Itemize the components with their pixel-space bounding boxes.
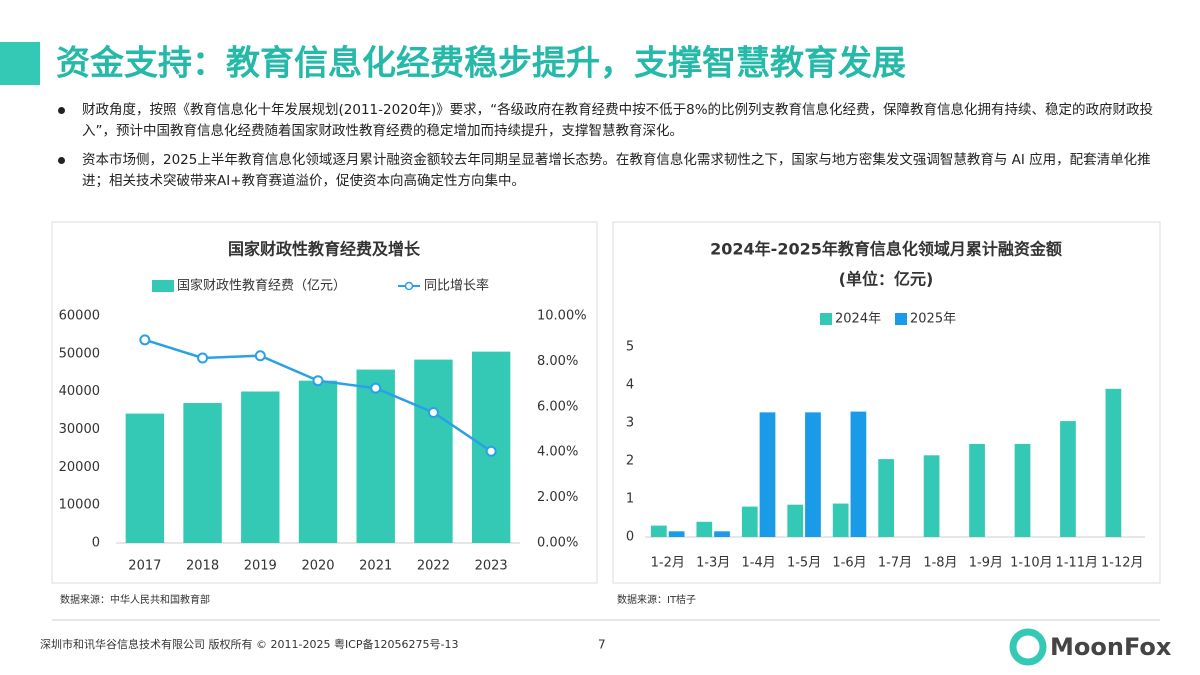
- x-tick-label: 2021: [359, 559, 392, 574]
- line-marker: [312, 375, 324, 387]
- source-note: 数据来源：IT桔子: [617, 593, 696, 606]
- y-tick-label: 4: [626, 378, 634, 393]
- x-tick-label: 1-3月: [696, 556, 730, 571]
- title-bar: [0, 42, 40, 85]
- bar: [741, 506, 758, 537]
- bar: [696, 521, 713, 537]
- bar: [923, 455, 940, 537]
- bar: [668, 531, 685, 537]
- panel: [612, 221, 1161, 584]
- source-note: 数据来源：中华人民共和国教育部: [60, 593, 210, 606]
- y2-tick-label: 2.00%: [537, 490, 578, 505]
- chart-subtitle: (单位：亿元): [839, 270, 934, 289]
- logo: MoonFox: [1050, 633, 1172, 661]
- x-tick-label: 2018: [186, 559, 219, 574]
- legend-label: 同比增长率: [424, 278, 489, 294]
- y-tick-label: 0: [626, 530, 634, 545]
- y-tick-label: 20000: [59, 460, 100, 475]
- y2-tick-label: 8.00%: [537, 354, 578, 369]
- bar: [787, 504, 804, 537]
- legend-label: 2024年: [835, 312, 881, 327]
- y2-tick-label: 6.00%: [537, 399, 578, 414]
- line-marker: [485, 445, 497, 457]
- logo-icon: [1009, 628, 1047, 666]
- legend-label: 国家财政性教育经费（亿元）: [177, 278, 346, 294]
- line-marker: [197, 352, 209, 364]
- y-tick-label: 3: [626, 416, 634, 431]
- page-number: 7: [598, 638, 606, 652]
- bar: [298, 380, 338, 543]
- x-tick-label: 2023: [475, 559, 508, 574]
- bullet: 资本市场侧，2025上半年教育信息化领域逐月累计融资金额较去年同期呈显著增长态势…: [58, 150, 1162, 192]
- bar: [356, 369, 395, 543]
- panel: [51, 221, 598, 584]
- legend-swatch: [895, 313, 907, 325]
- legend-marker: [404, 281, 414, 291]
- bar: [241, 391, 280, 543]
- x-tick-label: 2017: [128, 559, 161, 574]
- bar: [805, 412, 821, 537]
- x-tick-label: 1-8月: [923, 556, 957, 571]
- line-marker: [254, 350, 266, 362]
- y-tick-label: 60000: [59, 309, 100, 324]
- page-title: 资金支持：教育信息化经费稳步提升，支撑智慧教育发展: [56, 44, 906, 84]
- bar: [183, 403, 222, 543]
- bar: [878, 459, 894, 537]
- y-tick-label: 1: [626, 492, 634, 507]
- line-marker: [427, 406, 439, 418]
- y-tick-label: 50000: [59, 346, 100, 361]
- y-tick-label: 30000: [59, 422, 100, 437]
- bar: [1105, 388, 1122, 537]
- y2-tick-label: 10.00%: [537, 309, 587, 324]
- x-tick-label: 1-11月: [1056, 556, 1099, 571]
- line-marker: [139, 334, 151, 346]
- bar: [969, 443, 985, 537]
- x-tick-label: 1-10月: [1010, 556, 1053, 571]
- x-tick-label: 2020: [301, 559, 334, 574]
- line-marker: [370, 382, 382, 394]
- y-tick-label: 0: [92, 536, 100, 551]
- x-tick-label: 1-9月: [969, 556, 1003, 571]
- bar: [1014, 443, 1031, 537]
- x-tick-label: 1-5月: [787, 556, 821, 571]
- bar: [832, 503, 849, 537]
- x-tick-label: 1-7月: [878, 556, 912, 571]
- bar: [759, 412, 776, 537]
- y2-tick-label: 0.00%: [537, 536, 578, 551]
- bar: [1060, 421, 1076, 537]
- legend-swatch: [152, 280, 174, 292]
- copyright: 深圳市和讯华谷信息技术有限公司 版权所有 © 2011-2025 粤ICP备12…: [40, 637, 458, 651]
- bar: [850, 411, 867, 537]
- chart-title: 国家财政性教育经费及增长: [228, 240, 421, 259]
- bar: [125, 413, 165, 543]
- bar: [414, 359, 453, 543]
- legend-label: 2025年: [910, 312, 956, 327]
- y-tick-label: 2: [626, 454, 634, 469]
- x-tick-label: 1-2月: [651, 556, 685, 571]
- x-tick-label: 1-6月: [832, 556, 866, 571]
- y2-tick-label: 4.00%: [537, 445, 578, 460]
- bar: [651, 525, 667, 537]
- y-tick-label: 40000: [59, 384, 100, 399]
- y-tick-label: 5: [626, 340, 634, 355]
- chart-title: 2024年-2025年教育信息化领域月累计融资金额: [710, 240, 1062, 259]
- x-tick-label: 1-4月: [742, 556, 776, 571]
- x-tick-label: 2022: [417, 559, 450, 574]
- legend-swatch: [820, 313, 832, 325]
- bullet: 财政角度，按照《教育信息化十年发展规划(2011-2020年)》要求，“各级政府…: [58, 100, 1162, 142]
- y-tick-label: 10000: [59, 498, 100, 513]
- x-tick-label: 2019: [244, 559, 277, 574]
- x-tick-label: 1-12月: [1101, 556, 1144, 571]
- bar: [714, 531, 730, 537]
